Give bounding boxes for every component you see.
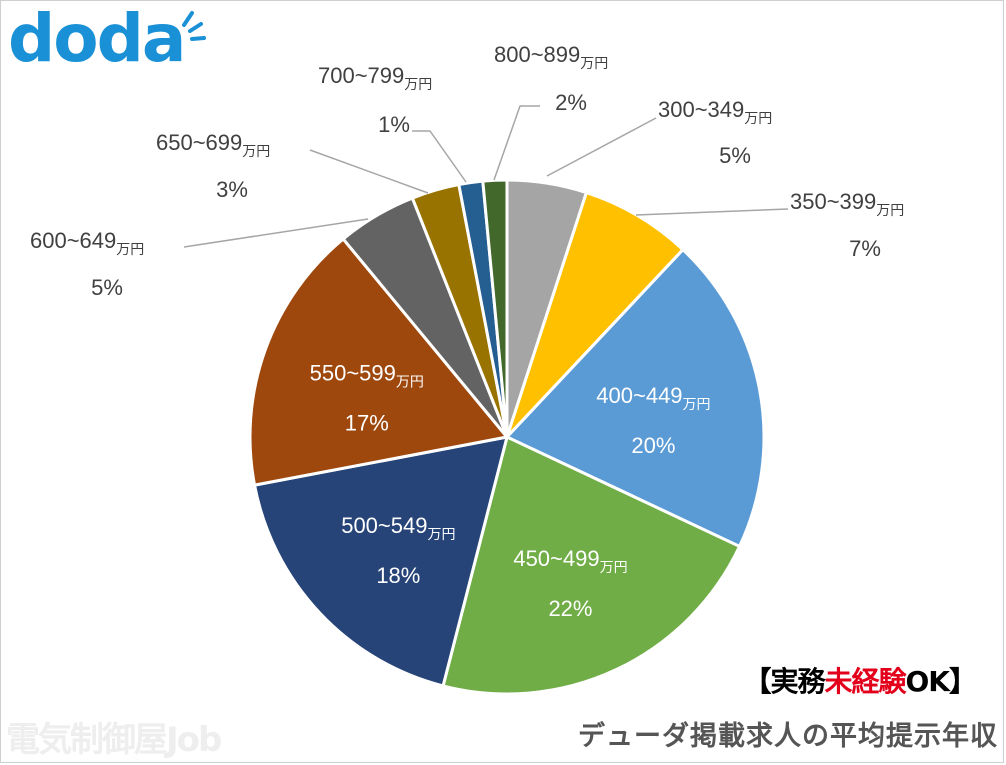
leader-line-700~799 — [412, 130, 467, 183]
logo-spark-icon — [182, 11, 206, 41]
slice-percent-700~799: 1% — [378, 112, 410, 137]
slice-label-550~599: 550~599万円 — [310, 361, 424, 390]
note-accent: 未経験 — [824, 665, 906, 698]
slice-percent-450~499: 22% — [548, 596, 592, 621]
pie-slice-400~449 — [505, 248, 766, 548]
leader-line-350~399 — [635, 208, 789, 216]
leader-line-650~699 — [309, 149, 429, 194]
watermark: 電気制御屋Job — [6, 720, 222, 760]
slice-label-400~449: 400~449万円 — [596, 383, 710, 412]
chart-subtitle: デューダ掲載求人の平均提示年収 — [578, 721, 998, 752]
slice-label-500~549: 500~549万円 — [341, 513, 455, 542]
slice-label-350~399: 350~399万円 — [790, 189, 904, 218]
slice-label-800~899: 800~899万円 — [494, 42, 608, 71]
slice-label-650~699: 650~699万円 — [156, 130, 270, 159]
slice-percent-550~599: 17% — [345, 411, 389, 436]
slice-label-600~649: 600~649万円 — [30, 228, 144, 257]
leader-line-600~649 — [183, 218, 369, 248]
pie-slice-800~899 — [481, 178, 509, 439]
pie-slice-450~499 — [441, 435, 742, 696]
slice-label-450~499: 450~499万円 — [513, 546, 627, 575]
slice-percent-400~449: 20% — [631, 433, 675, 458]
pie-slice-550~599 — [248, 237, 509, 487]
leader-line-300~349 — [546, 117, 657, 177]
experience-note: 【実務未経験OK】 — [743, 665, 977, 698]
slice-percent-300~349: 5% — [719, 143, 751, 168]
leader-line-800~899 — [493, 105, 540, 181]
pie-slice-350~399 — [505, 191, 685, 439]
slice-percent-600~649: 5% — [91, 275, 123, 300]
slice-label-300~349: 300~349万円 — [658, 97, 772, 126]
slice-label-700~799: 700~799万円 — [318, 63, 432, 92]
slice-percent-350~399: 7% — [849, 236, 881, 261]
pie-slice-500~549 — [253, 435, 509, 688]
slice-percent-800~899: 2% — [555, 90, 587, 115]
slice-percent-650~699: 3% — [216, 177, 248, 202]
doda-logo: doda — [8, 0, 186, 77]
slice-percent-500~549: 18% — [376, 563, 420, 588]
